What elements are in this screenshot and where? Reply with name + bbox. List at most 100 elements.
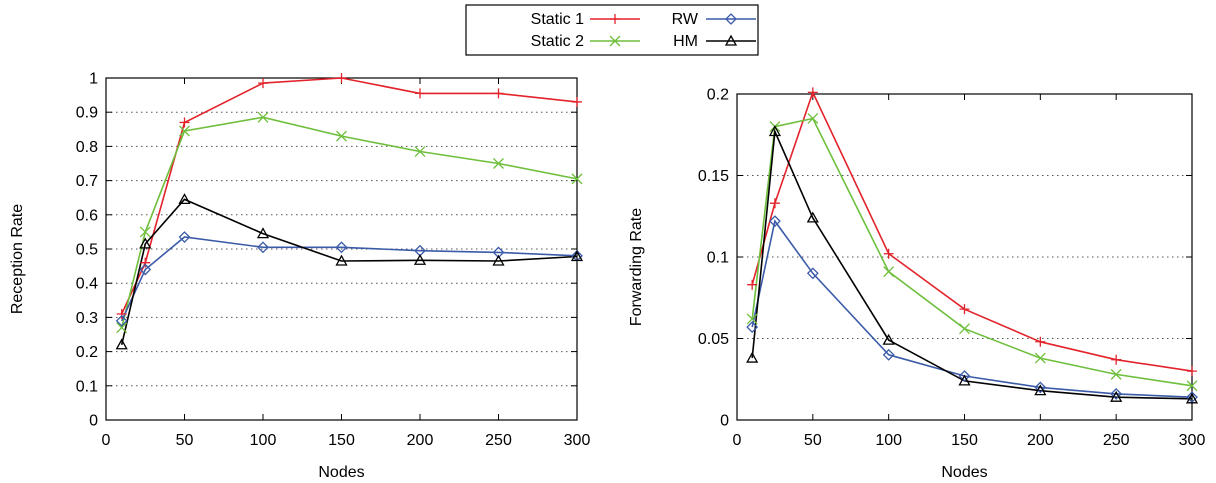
x-tick-label: 100: [875, 432, 902, 449]
data-point-rw: [806, 267, 819, 280]
data-point-rw: [746, 321, 759, 334]
data-point-hm: [806, 211, 819, 223]
data-point-static1: [883, 248, 894, 259]
data-point-static2: [1110, 368, 1122, 380]
data-point-static2: [883, 266, 895, 278]
y-tick-label: 0.3: [76, 310, 98, 327]
data-point-hm: [746, 351, 759, 363]
data-point-hm: [1034, 384, 1047, 396]
data-point-rw: [1034, 381, 1047, 394]
y-tick-label: 0.15: [698, 168, 729, 185]
data-point-static1: [1187, 366, 1197, 377]
y-tick-label: 0.4: [76, 276, 98, 293]
data-point-hm: [115, 338, 128, 350]
data-point-static2: [116, 322, 128, 334]
series-line-rw: [751, 219, 1193, 398]
y-tick-label: 0.2: [76, 344, 98, 361]
data-point-static1: [769, 198, 780, 209]
x-tick-label: 150: [951, 432, 978, 449]
y-tick-label: 0.8: [76, 139, 98, 156]
data-point-static1: [140, 257, 151, 268]
x-tick-label: 100: [250, 432, 277, 449]
data-point-static1: [415, 88, 425, 99]
data-point-hm: [492, 254, 505, 266]
legend-label-static2: Static 2: [531, 33, 584, 50]
data-point-hm: [570, 250, 584, 262]
data-point-static2: [257, 111, 269, 123]
y-tick-label: 0.05: [698, 331, 729, 348]
series-line-static1: [120, 77, 578, 315]
legend-marker-rw: [725, 13, 737, 25]
y-tick-label: 0.1: [707, 250, 729, 267]
data-point-hm: [958, 374, 971, 386]
series-line-hm: [120, 198, 578, 345]
data-point-rw: [958, 370, 971, 382]
data-point-static2: [1186, 380, 1198, 392]
data-point-static2: [959, 323, 970, 335]
legend-frame: [465, 4, 759, 56]
data-point-hm: [139, 237, 152, 249]
data-point-hm: [882, 333, 895, 345]
data-point-static2: [414, 146, 426, 157]
y-axis-label: Forwarding Rate: [628, 208, 645, 326]
legend-marker-static2: [609, 35, 621, 47]
data-point-hm: [178, 193, 191, 205]
data-point-hm: [256, 227, 270, 239]
legend-marker-hm: [724, 34, 738, 46]
data-point-rw: [1110, 388, 1123, 400]
data-point-static1: [116, 308, 127, 319]
data-point-static1: [1111, 354, 1122, 365]
data-point-hm: [413, 253, 427, 265]
data-point-static2: [139, 226, 151, 238]
x-tick-label: 300: [1179, 432, 1206, 449]
x-tick-label: 0: [733, 432, 742, 449]
data-point-hm: [768, 125, 782, 137]
data-point-static2: [807, 112, 819, 124]
y-tick-label: 1: [89, 71, 98, 88]
data-point-rw: [335, 241, 348, 254]
x-axis-label: Nodes: [318, 464, 364, 481]
data-point-static1: [258, 78, 268, 89]
series-line-hm: [751, 128, 1193, 400]
data-point-static1: [747, 279, 758, 290]
data-point-static1: [336, 73, 347, 83]
data-point-static1: [493, 88, 504, 99]
x-tick-label: 200: [407, 432, 434, 449]
data-point-rw: [178, 231, 191, 243]
x-tick-label: 150: [328, 432, 355, 449]
y-tick-label: 0.7: [76, 173, 98, 190]
y-tick-label: 0.6: [76, 207, 98, 224]
legend-label-rw: RW: [672, 11, 699, 28]
x-tick-label: 200: [1027, 432, 1054, 449]
data-point-static1: [572, 96, 582, 107]
data-point-static2: [493, 158, 504, 169]
x-tick-label: 250: [1103, 432, 1130, 449]
y-tick-label: 0.1: [76, 378, 98, 395]
series-line-static2: [751, 117, 1193, 387]
series-line-static1: [751, 90, 1193, 372]
legend-label-hm: HM: [673, 33, 698, 50]
data-point-static2: [336, 130, 347, 142]
data-point-static1: [1035, 336, 1046, 347]
data-point-hm: [335, 254, 348, 266]
x-axis-label: Nodes: [941, 464, 987, 481]
series-line-static2: [120, 116, 578, 328]
y-tick-label: 0: [89, 413, 98, 430]
y-tick-label: 0.5: [76, 242, 98, 259]
data-point-static2: [179, 125, 190, 137]
x-tick-label: 0: [102, 432, 111, 449]
reception-rate-chart: 0 0.1 0.2 0.3 0.4 0.5 0.6 0.7 0.8 0.9 1 0 50 100 150 20…: [9, 71, 590, 482]
data-point-rw: [257, 241, 269, 254]
x-tick-label: 250: [485, 432, 512, 449]
data-point-hm: [1110, 390, 1123, 402]
y-tick-label: 0.9: [76, 105, 98, 122]
data-point-rw: [115, 314, 128, 327]
data-point-rw: [139, 263, 152, 276]
y-axis-label: Reception Rate: [9, 204, 26, 314]
x-tick-label: 300: [564, 432, 591, 449]
legend-marker-static1: [610, 14, 620, 24]
series-line-rw: [120, 236, 578, 322]
data-point-static1: [807, 87, 818, 98]
data-point-rw: [768, 215, 781, 228]
